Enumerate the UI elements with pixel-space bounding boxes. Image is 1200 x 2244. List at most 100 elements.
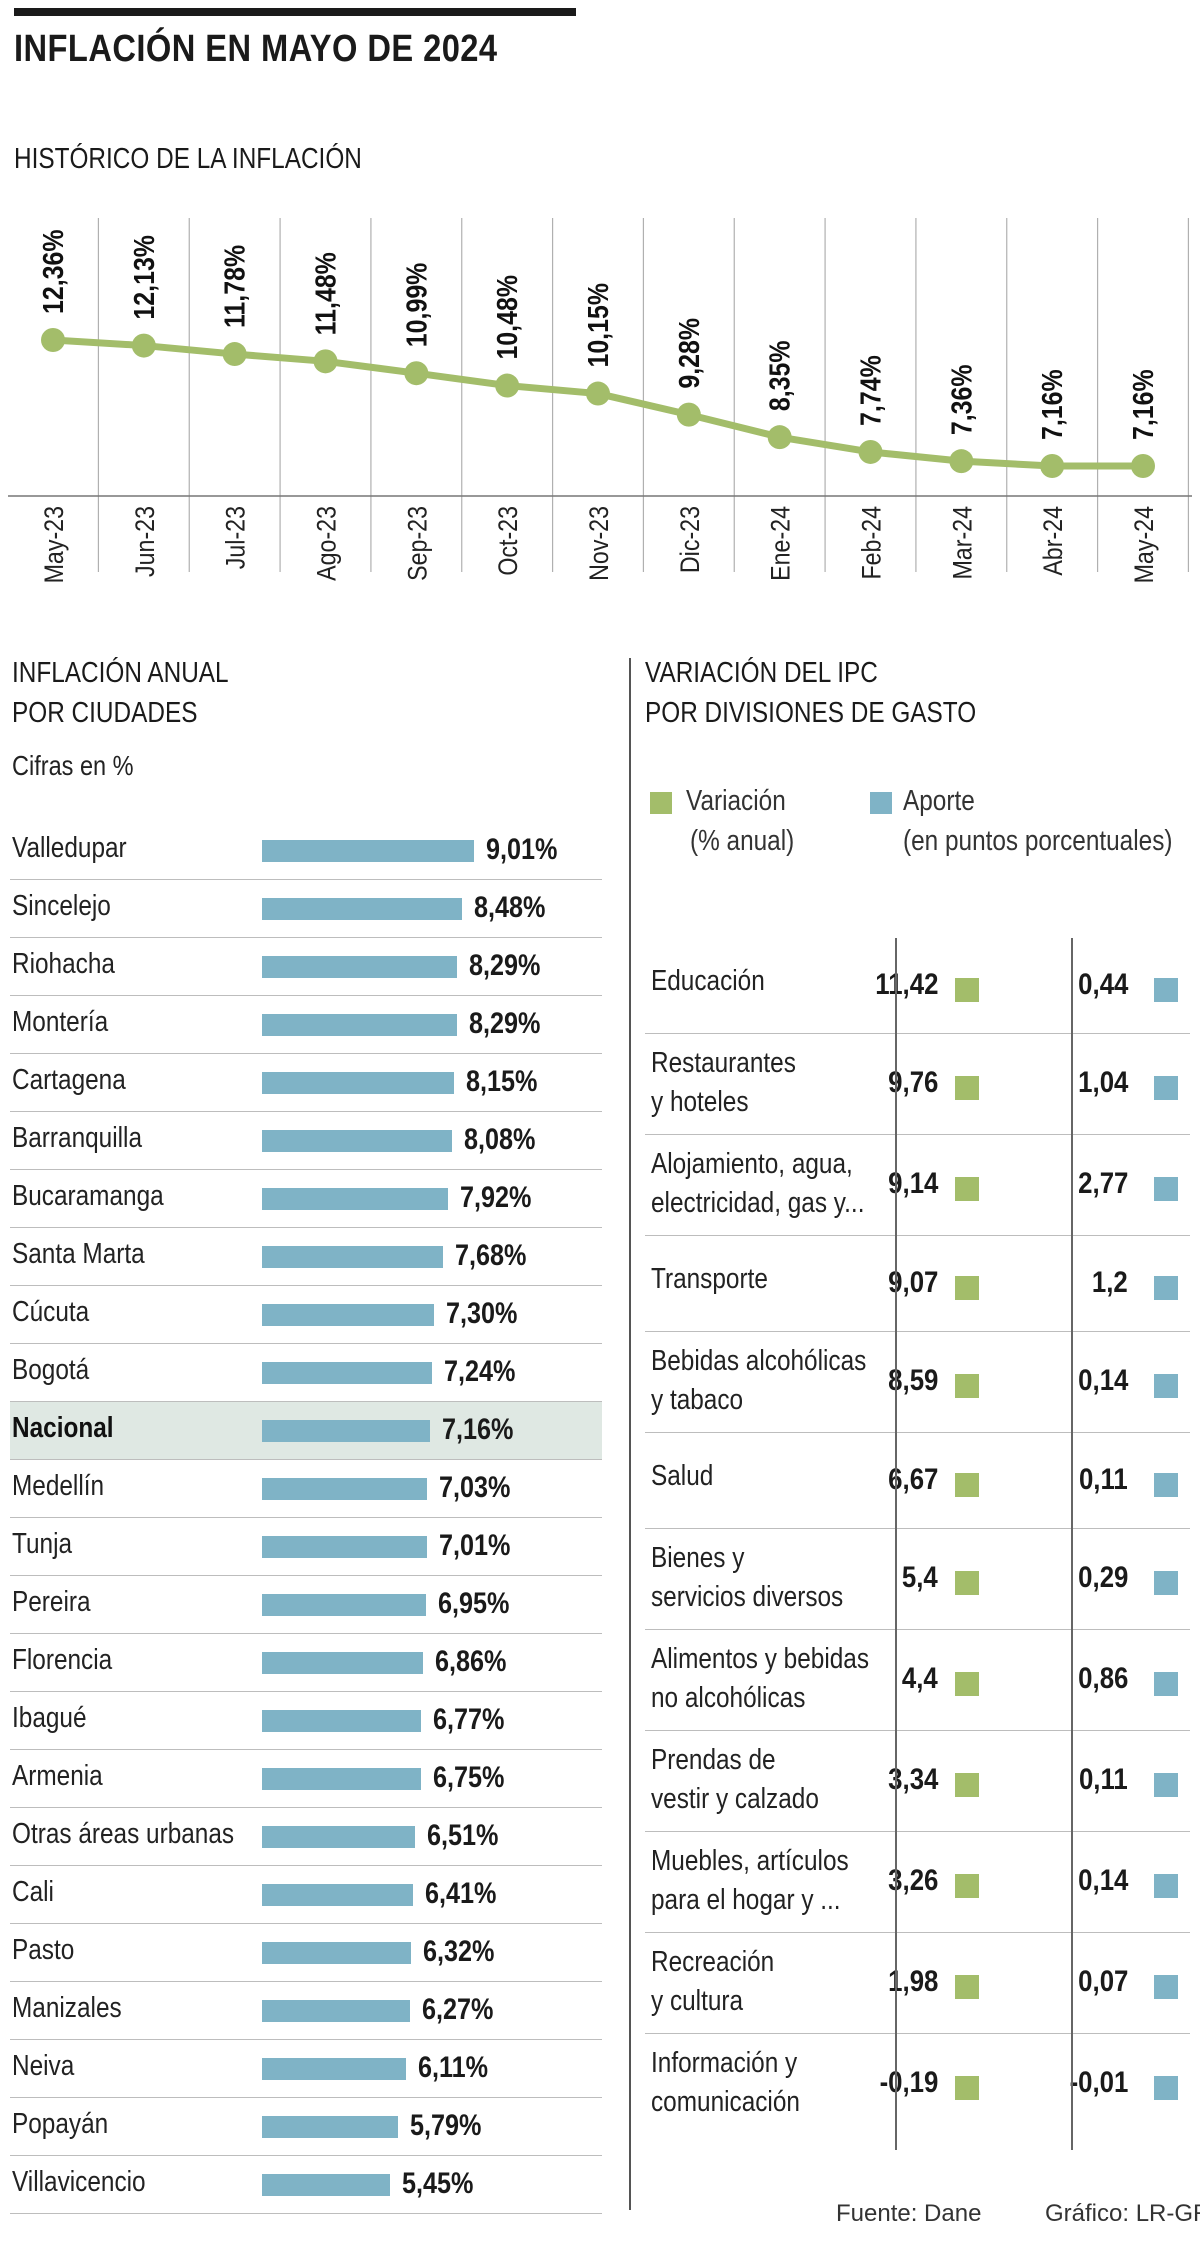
- city-value-label: 7,92%: [460, 1181, 532, 1214]
- variacion-marker: [955, 1571, 979, 1595]
- city-bar: [262, 1420, 431, 1442]
- city-row: Ibagué 6,77%: [10, 1692, 602, 1750]
- city-row: Sincelejo 8,48%: [10, 880, 602, 938]
- ipc-row: Bienes y servicios diversos 5,4 0,29: [645, 1529, 1190, 1630]
- ipc-division-label: Recreación: [651, 1946, 775, 1978]
- variacion-marker: [955, 1374, 979, 1398]
- aporte-legend-label: Aporte: [903, 785, 975, 817]
- data-label: 10,99%: [401, 263, 433, 348]
- city-value-label: 8,15%: [465, 1065, 538, 1098]
- data-point: [1131, 454, 1155, 478]
- city-name: Cali: [12, 1876, 54, 1908]
- ipc-row: Recreación y cultura 1,98 0,07: [645, 1933, 1190, 2034]
- city-bar: [262, 1826, 416, 1848]
- data-point: [222, 342, 247, 367]
- top-rule: [14, 8, 576, 16]
- main-title: INFLACIÓN EN MAYO DE 2024: [14, 28, 498, 70]
- cities-subtitle: Cifras en %: [12, 750, 134, 781]
- city-name: Villavicencio: [12, 2166, 146, 2198]
- data-point: [131, 333, 156, 358]
- city-name: Popayán: [12, 2108, 109, 2140]
- data-label: 7,74%: [855, 355, 887, 426]
- data-label: 9,28%: [673, 318, 705, 389]
- column-divider: [629, 658, 631, 2210]
- city-value-label: 6,86%: [435, 1645, 507, 1678]
- city-bar: [262, 840, 474, 862]
- city-row: Manizales 6,27%: [10, 1982, 602, 2040]
- city-bar: [262, 1710, 422, 1732]
- city-bar: [262, 1014, 458, 1036]
- ipc-aporte-value: 0,14: [1077, 1864, 1128, 1897]
- city-name: Medellín: [12, 1470, 105, 1502]
- city-name: Cartagena: [12, 1064, 126, 1096]
- city-name: Neiva: [12, 2050, 75, 2082]
- aporte-marker: [1154, 1076, 1178, 1100]
- data-label: 7,16%: [1127, 369, 1159, 440]
- city-row: Medellín 7,03%: [10, 1460, 602, 1518]
- city-name: Florencia: [12, 1644, 113, 1676]
- data-label: 8,35%: [764, 340, 796, 411]
- city-bar: [262, 1942, 411, 1964]
- city-value-label: 6,51%: [427, 1819, 499, 1852]
- city-name: Armenia: [12, 1760, 103, 1792]
- city-name: Otras áreas urbanas: [12, 1818, 235, 1850]
- city-value-label: 9,01%: [486, 833, 558, 866]
- data-point: [41, 328, 65, 352]
- city-row: Cartagena 8,15%: [10, 1054, 602, 1112]
- city-name: Pasto: [12, 1934, 75, 1966]
- city-row: Pereira 6,95%: [10, 1576, 602, 1634]
- city-row: Tunja 7,01%: [10, 1518, 602, 1576]
- city-name: Nacional: [12, 1412, 114, 1444]
- ipc-variacion-value: -0,19: [879, 2066, 938, 2099]
- x-tick-label: Jun-23: [130, 506, 160, 577]
- city-value-label: 6,27%: [421, 1993, 493, 2026]
- ipc-aporte-value: 0,07: [1077, 1965, 1128, 1998]
- variacion-legend-unit: (% anual): [690, 825, 795, 857]
- x-tick-label: May-24: [1129, 506, 1159, 583]
- aporte-marker: [1154, 1874, 1178, 1898]
- city-value-label: 6,77%: [433, 1703, 505, 1736]
- city-value-label: 8,29%: [469, 1007, 541, 1040]
- city-bar: [262, 898, 462, 920]
- ipc-division-label: comunicación: [651, 2086, 800, 2118]
- ipc-variacion-value: 5,4: [902, 1561, 938, 1594]
- ipc-division-label: para el hogar y ...: [651, 1884, 841, 1916]
- city-value-label: 6,75%: [432, 1761, 505, 1794]
- variacion-marker: [955, 1177, 979, 1201]
- ipc-row: Alojamiento, agua, electricidad, gas y...…: [645, 1135, 1190, 1236]
- city-value-label: 6,41%: [424, 1877, 497, 1910]
- data-point: [313, 349, 338, 374]
- ipc-row: Información y comunicación -0,19 -0,01: [645, 2034, 1190, 2135]
- ipc-division-label: Transporte: [651, 1263, 768, 1295]
- city-name: Montería: [12, 1006, 109, 1038]
- city-row: Pasto 6,32%: [10, 1924, 602, 1982]
- city-bar: [262, 1072, 454, 1094]
- city-name: Valledupar: [12, 832, 127, 864]
- ipc-division-label: Alojamiento, agua,: [651, 1148, 853, 1180]
- city-value-label: 7,68%: [454, 1239, 527, 1272]
- city-value-label: 7,01%: [438, 1529, 511, 1562]
- x-tick-label: Nov-23: [584, 506, 614, 581]
- city-bar: [262, 1884, 413, 1906]
- data-point: [676, 402, 701, 427]
- city-name: Bucaramanga: [12, 1180, 164, 1212]
- aporte-marker: [1154, 1773, 1178, 1797]
- data-point: [1040, 454, 1065, 478]
- aporte-marker: [1154, 1374, 1178, 1398]
- credit-note: Gráfico: LR-GR: [1045, 2200, 1200, 2227]
- x-tick-label: Abr-24: [1039, 506, 1069, 576]
- aporte-marker: [1154, 1571, 1178, 1595]
- data-label: 11,78%: [219, 245, 251, 328]
- ipc-division-label: servicios diversos: [651, 1581, 844, 1613]
- variacion-legend-label: Variación: [686, 785, 786, 817]
- city-value-label: 7,03%: [439, 1471, 511, 1504]
- city-name: Bogotá: [12, 1354, 90, 1386]
- variacion-marker: [955, 2076, 979, 2100]
- data-point: [767, 425, 792, 450]
- data-label: 10,15%: [582, 283, 614, 368]
- x-tick-label: Sep-23: [403, 506, 433, 581]
- city-row: Villavicencio 5,45%: [10, 2156, 602, 2214]
- x-tick-label: Jul-23: [221, 506, 251, 569]
- city-bar: [262, 1188, 449, 1210]
- aporte-marker: [1154, 1672, 1178, 1696]
